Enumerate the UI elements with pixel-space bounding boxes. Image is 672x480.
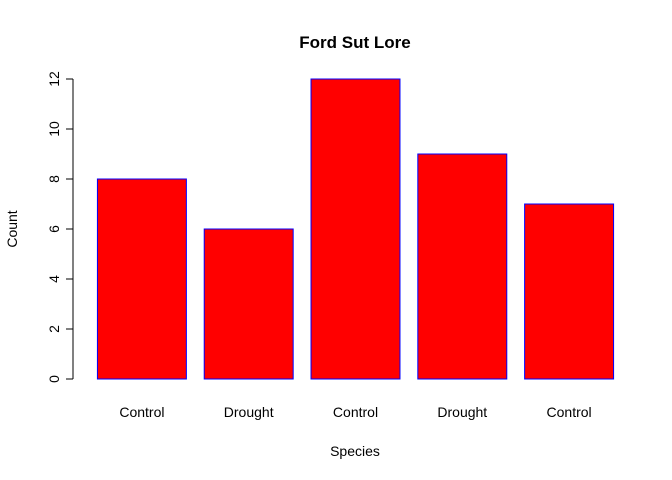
x-category-label: Drought bbox=[224, 404, 274, 420]
x-category-label: Control bbox=[333, 404, 378, 420]
x-category-label: Drought bbox=[437, 404, 487, 420]
y-tick-label: 8 bbox=[46, 175, 62, 183]
bar bbox=[96, 178, 187, 380]
y-axis: 0 2 4 6 8 10 12 bbox=[46, 71, 74, 383]
y-tick-label: 12 bbox=[46, 71, 62, 87]
y-axis-label: Count bbox=[4, 210, 20, 247]
x-category-label: Control bbox=[119, 404, 164, 420]
bar bbox=[417, 153, 508, 380]
x-category-label: Control bbox=[547, 404, 592, 420]
y-tick-label: 0 bbox=[46, 375, 62, 383]
y-tick-label: 6 bbox=[46, 225, 62, 233]
x-axis-label: Species bbox=[330, 443, 380, 459]
chart-title: Ford Sut Lore bbox=[299, 33, 410, 52]
y-tick-label: 10 bbox=[46, 121, 62, 137]
bar bbox=[524, 203, 615, 380]
y-tick-label: 4 bbox=[46, 275, 62, 283]
x-category-labels: Control Drought Control Drought Control bbox=[119, 404, 591, 420]
bar bbox=[203, 228, 294, 380]
bars bbox=[96, 78, 615, 380]
bar bbox=[310, 78, 401, 380]
y-tick-label: 2 bbox=[46, 325, 62, 333]
